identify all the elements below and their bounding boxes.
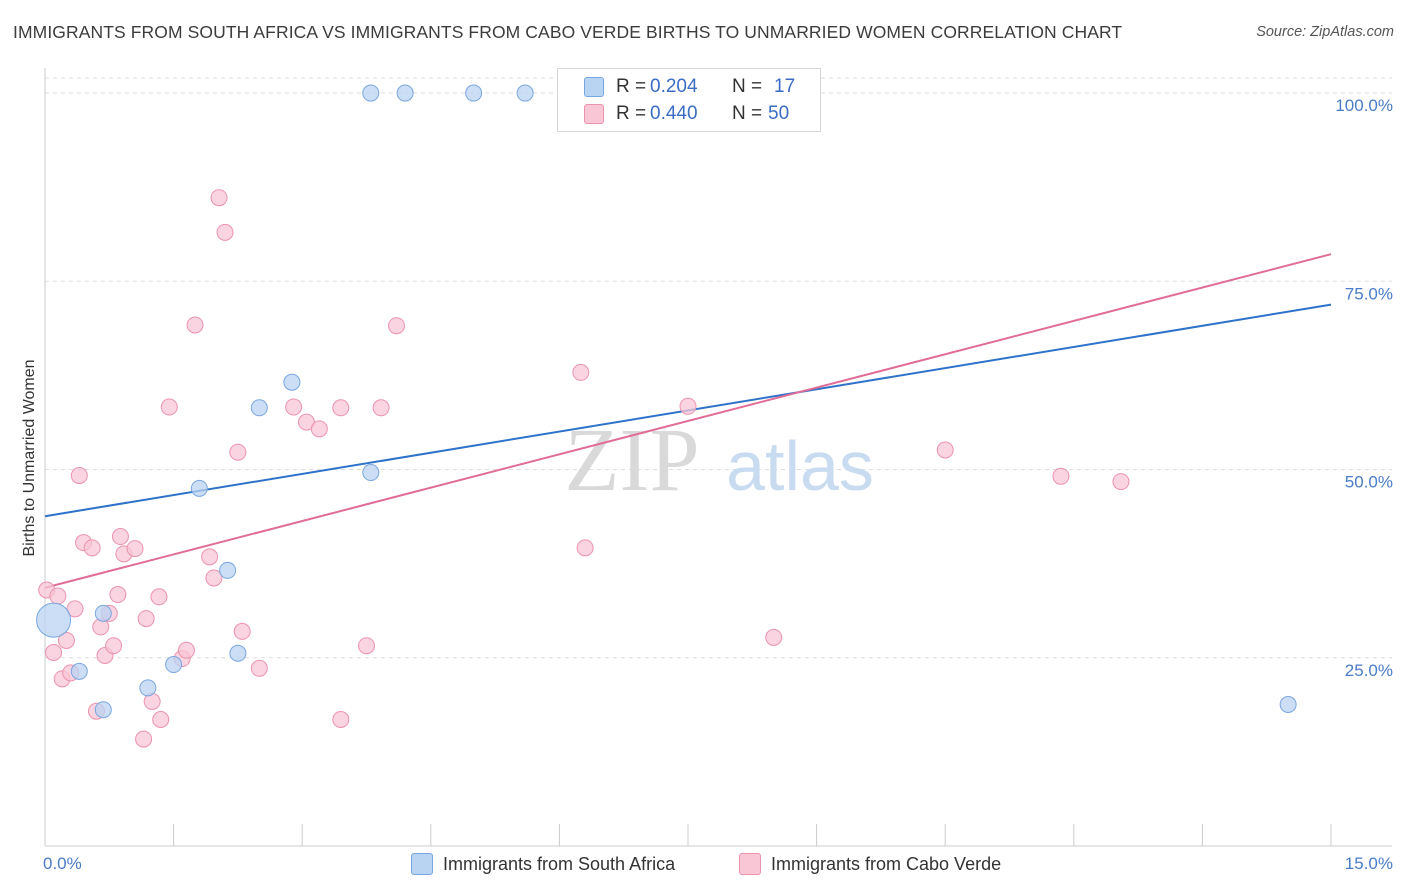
watermark-atlas: atlas: [726, 427, 874, 505]
point-cabo-verde: [576, 539, 594, 557]
series-name: Immigrants from Cabo Verde: [771, 853, 1002, 874]
point-cabo-verde: [137, 610, 155, 628]
point-cabo-verde: [285, 398, 303, 416]
point-cabo-verde: [111, 528, 129, 546]
legend-swatch-blue: [584, 77, 604, 97]
x-tick-label: 15.0%: [1345, 854, 1393, 873]
point-cabo-verde: [332, 399, 350, 417]
data-points: [36, 84, 1297, 748]
series-swatch-pink: [739, 853, 761, 875]
point-cabo-verde: [679, 397, 697, 415]
point-cabo-verde: [572, 363, 590, 381]
legend-r-value: 0.440: [650, 103, 698, 124]
point-cabo-verde: [201, 548, 219, 566]
axes: 25.0% 50.0% 75.0% 100.0% 0.0% 15.0%: [43, 68, 1393, 873]
point-cabo-verde: [765, 628, 783, 646]
series-legend-south-africa[interactable]: Immigrants from South Africa: [411, 852, 675, 876]
point-cabo-verde: [233, 622, 251, 640]
y-tick-label: 50.0%: [1345, 473, 1393, 492]
point-cabo-verde: [70, 467, 88, 485]
y-tick-label: 100.0%: [1335, 96, 1393, 115]
point-south-africa: [139, 679, 157, 697]
point-south-africa: [94, 701, 112, 719]
legend-n-value: 17: [774, 76, 796, 97]
point-cabo-verde: [1112, 473, 1130, 491]
point-cabo-verde: [216, 223, 234, 241]
gridlines: [45, 77, 1392, 659]
legend-r-label: R =: [616, 103, 647, 124]
point-cabo-verde: [210, 189, 228, 207]
point-south-africa: [362, 464, 380, 482]
point-south-africa: [190, 479, 208, 497]
y-tick-label: 25.0%: [1345, 661, 1393, 680]
point-cabo-verde: [150, 588, 168, 606]
watermark-zip: ZIP: [565, 411, 700, 510]
trend-line-cabo-verde: [44, 253, 1332, 589]
point-south-africa: [516, 84, 534, 102]
watermark: ZIP atlas: [565, 411, 874, 510]
series-legend-cabo-verde[interactable]: Immigrants from Cabo Verde: [739, 852, 1001, 876]
legend-swatch-pink: [584, 104, 604, 124]
series-swatch-blue: [411, 853, 433, 875]
trend-lines: [44, 253, 1332, 589]
point-south-africa: [36, 602, 72, 638]
point-cabo-verde: [105, 637, 123, 655]
correlation-legend: R = 0.204 N = 17 R = 0.440 N = 50: [557, 68, 821, 132]
point-south-africa: [94, 604, 112, 622]
point-south-africa: [465, 84, 483, 102]
point-cabo-verde: [372, 399, 390, 417]
legend-r-label: R =: [616, 76, 647, 97]
point-cabo-verde: [229, 443, 247, 461]
legend-n-value: 50: [768, 103, 790, 124]
point-south-africa: [250, 399, 268, 417]
point-south-africa: [1279, 695, 1297, 713]
point-cabo-verde: [177, 641, 195, 659]
point-cabo-verde: [49, 587, 67, 605]
point-cabo-verde: [126, 540, 144, 558]
point-cabo-verde: [57, 631, 75, 649]
point-cabo-verde: [109, 586, 127, 604]
point-cabo-verde: [66, 600, 84, 618]
point-cabo-verde: [45, 643, 63, 661]
point-south-africa: [219, 561, 237, 579]
point-south-africa: [70, 662, 88, 680]
point-cabo-verde: [310, 420, 328, 438]
point-cabo-verde: [1052, 467, 1070, 485]
point-cabo-verde: [358, 637, 375, 655]
legend-n-label: N =: [732, 103, 763, 124]
point-south-africa: [283, 373, 301, 391]
chart-title: IMMIGRANTS FROM SOUTH AFRICA VS IMMIGRAN…: [13, 22, 1123, 42]
point-south-africa: [396, 84, 414, 102]
point-cabo-verde: [388, 317, 406, 335]
y-tick-label: 75.0%: [1345, 284, 1393, 303]
point-south-africa: [229, 644, 247, 662]
legend-n-label: N =: [732, 76, 763, 97]
point-cabo-verde: [83, 539, 101, 557]
point-cabo-verde: [250, 659, 268, 677]
legend-r-value: 0.204: [650, 76, 698, 97]
point-cabo-verde: [135, 730, 153, 748]
x-tick-label: 0.0%: [43, 854, 82, 873]
y-axis-label: Births to Unmarried Women: [21, 359, 38, 556]
point-cabo-verde: [186, 316, 204, 334]
source-credit: Source: ZipAtlas.com: [1256, 24, 1394, 40]
series-name: Immigrants from South Africa: [443, 853, 676, 874]
point-cabo-verde: [152, 711, 170, 729]
point-cabo-verde: [160, 398, 178, 416]
point-cabo-verde: [205, 569, 223, 587]
point-cabo-verde: [936, 441, 954, 459]
point-cabo-verde: [332, 711, 350, 729]
point-south-africa: [362, 84, 380, 102]
point-south-africa: [165, 656, 183, 674]
